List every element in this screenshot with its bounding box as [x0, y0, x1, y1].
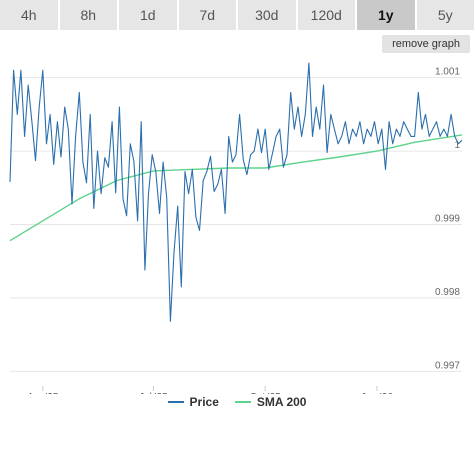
x-axis-labels: Apr '25 Jul '25 Oct '25 Jan '26 — [27, 392, 393, 394]
y-axis-labels: 1.001 1 0.999 0.998 0.997 — [435, 67, 460, 372]
x-tick-label: Jan '26 — [361, 392, 393, 394]
chart-grid — [10, 77, 462, 391]
sma-series-group — [9, 134, 463, 242]
sma-swatch-icon — [234, 401, 251, 403]
legend-label-sma: SMA 200 — [256, 395, 307, 409]
remove-graph-button[interactable]: remove graph — [382, 35, 470, 53]
tab-8h[interactable]: 8h — [59, 0, 117, 30]
x-tick-label: Apr '25 — [27, 392, 59, 394]
tab-7d[interactable]: 7d — [178, 0, 236, 30]
x-tick-label: Jul '25 — [139, 392, 168, 394]
legend-item-price[interactable]: Price — [167, 395, 219, 409]
x-tick-label: Oct '25 — [249, 392, 281, 394]
sma-200-line — [9, 134, 463, 242]
tab-120d[interactable]: 120d — [297, 0, 355, 30]
y-tick-label: 1 — [454, 140, 460, 151]
price-line — [9, 62, 463, 322]
timeframe-tabs: 4h 8h 1d 7d 30d 120d 1y 5y — [0, 0, 474, 30]
price-swatch-icon — [167, 401, 184, 403]
legend-label-price: Price — [189, 395, 219, 409]
y-tick-label: 0.998 — [435, 287, 460, 298]
tab-5y[interactable]: 5y — [416, 0, 474, 30]
price-chart: 1.001 1 0.999 0.998 0.997 Apr '25 Jul '25 Oct … — [9, 62, 463, 394]
price-series-group — [9, 62, 463, 322]
tab-30d[interactable]: 30d — [238, 0, 296, 30]
y-tick-label: 0.999 — [435, 214, 460, 225]
y-tick-label: 1.001 — [435, 67, 460, 78]
tab-4h[interactable]: 4h — [0, 0, 58, 30]
y-tick-label: 0.997 — [435, 360, 460, 371]
legend-item-sma[interactable]: SMA 200 — [234, 395, 307, 409]
chart-legend: Price SMA 200 — [0, 394, 474, 410]
tab-1d[interactable]: 1d — [119, 0, 177, 30]
tab-1y[interactable]: 1y — [357, 0, 415, 30]
